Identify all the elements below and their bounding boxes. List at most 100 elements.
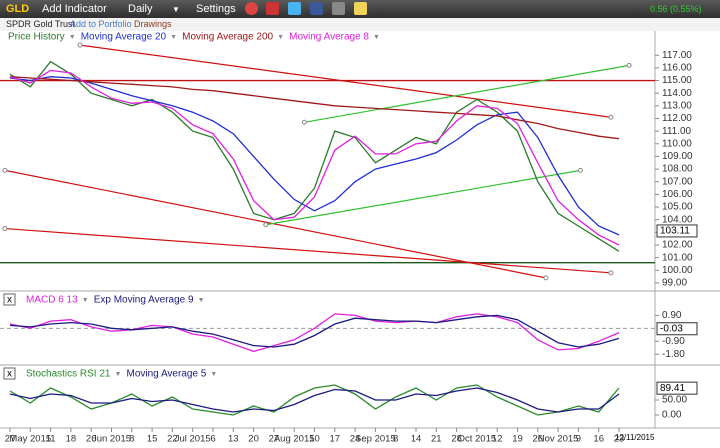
- trendline-handle: [577, 167, 583, 173]
- legend-dropdown: ▼: [210, 371, 217, 378]
- series-line: [9, 76, 620, 236]
- y-tick-label: 114.00: [662, 88, 692, 99]
- x-tick-label: 20: [248, 434, 259, 445]
- x-tick-label: 21: [431, 434, 442, 445]
- trendline: [79, 44, 611, 118]
- last-value: 103.11: [660, 226, 690, 237]
- x-tick-label: Aug 2015: [274, 434, 315, 445]
- trendline-handle: [626, 62, 632, 68]
- x-tick-label: 17: [330, 434, 341, 445]
- chart-bg: [0, 31, 720, 448]
- last-value-box: [656, 322, 698, 336]
- icon[interactable]: [332, 2, 345, 15]
- y-tick-label: 113.00: [662, 100, 692, 111]
- x-tick-label: 10: [309, 434, 320, 445]
- x-tick-label: 9: [576, 434, 581, 445]
- x-tick-label: Jul 2015: [175, 434, 211, 445]
- subbar: SPDR Gold Trust Add to Portfolio Drawing…: [0, 18, 720, 31]
- legend-dropdown: ▼: [277, 34, 284, 41]
- y-tick-label: 116.00: [662, 63, 692, 74]
- y-tick-label: 109.00: [662, 151, 693, 162]
- y-tick-label: 104.00: [662, 214, 693, 225]
- trendline-handle: [608, 114, 614, 120]
- x-tick-label: 27: [5, 434, 16, 445]
- add-indicator[interactable]: Add Indicator: [42, 3, 107, 15]
- series-line: [9, 314, 620, 348]
- close-button[interactable]: [3, 367, 16, 380]
- y-tick-label: 108.00: [662, 164, 693, 175]
- y-tick-label: 117.00: [662, 50, 692, 61]
- icon[interactable]: [266, 2, 279, 15]
- trendline: [4, 169, 547, 279]
- trendline-handle: [301, 119, 307, 125]
- icon[interactable]: [354, 2, 367, 15]
- x-tick-label: 22: [167, 434, 178, 445]
- x-tick-label: 13: [228, 434, 239, 445]
- x-tick-label: 28: [451, 434, 462, 445]
- trendline: [304, 64, 630, 123]
- y-tick-label: 100.00: [662, 265, 693, 276]
- legend-dropdown: ▼: [82, 297, 89, 304]
- add-portfolio[interactable]: Add to Portfolio: [70, 19, 132, 29]
- legend-dropdown: ▼: [170, 34, 177, 41]
- x-tick-label: 8: [393, 434, 398, 445]
- last-value-box: [656, 381, 698, 395]
- y-tick-label: 110.00: [662, 138, 692, 149]
- change: 0.56 (0.55%): [650, 4, 702, 14]
- y-tick-label: 106.00: [662, 189, 693, 200]
- x-tick-label: Nov 2015: [538, 434, 579, 445]
- series-line: [9, 60, 620, 252]
- trendline-handle: [2, 167, 8, 173]
- trendline-handle: [77, 42, 83, 48]
- name: SPDR Gold Trust: [6, 19, 76, 29]
- last-value: 89.41: [660, 383, 685, 394]
- x-tick-label: 12: [492, 434, 503, 445]
- x-tick-label: Sep 2015: [355, 434, 396, 445]
- icon[interactable]: [288, 2, 301, 15]
- close-button[interactable]: [3, 293, 16, 306]
- drawings[interactable]: Drawings: [134, 19, 172, 29]
- legend-entry: Moving Average 200: [182, 32, 273, 43]
- y-tick-label: 0.00: [662, 410, 682, 421]
- y-tick-label: -1.80: [662, 349, 685, 360]
- x-tick-label: 16: [593, 434, 604, 445]
- x-tick-label: 26: [533, 434, 544, 445]
- y-tick-label: 50.00: [662, 395, 687, 406]
- close-icon[interactable]: x: [7, 295, 12, 306]
- x-tick-label: Jun 2015: [92, 434, 131, 445]
- icon[interactable]: [245, 2, 258, 15]
- legend-entry: Moving Average 20: [81, 32, 167, 43]
- icon[interactable]: [310, 2, 323, 15]
- x-tick-label: 19: [512, 434, 523, 445]
- close-icon[interactable]: x: [7, 369, 12, 380]
- trendline-handle: [543, 275, 549, 281]
- x-tick-label: 6: [210, 434, 215, 445]
- legend-dropdown: ▼: [373, 34, 380, 41]
- y-tick-label: 101.00: [662, 252, 693, 263]
- last-value-box: [656, 224, 698, 238]
- trendline: [265, 169, 581, 226]
- y-tick-label: 111.00: [662, 126, 692, 137]
- x-tick-label: 18: [66, 434, 77, 445]
- legend-entry: Moving Average 8: [289, 32, 369, 43]
- series-line: [9, 69, 620, 246]
- settings[interactable]: Settings: [196, 3, 236, 15]
- y-tick-label: 112.00: [662, 113, 692, 124]
- trendline-handle: [608, 270, 614, 276]
- x-tick-label: 11: [46, 434, 56, 445]
- interval[interactable]: Daily: [128, 3, 153, 15]
- trendline-handle: [2, 226, 8, 232]
- x-tick-label: 8: [129, 434, 134, 445]
- x-tick-label: 23: [614, 434, 625, 445]
- x-tick-label: May 2015: [9, 434, 51, 445]
- dropdown-icon[interactable]: ▼: [172, 5, 180, 14]
- y-tick-label: 115.00: [662, 75, 692, 86]
- trendline-handle: [263, 222, 269, 228]
- legend-entry: MACD 6 13: [26, 295, 78, 306]
- y-tick-label: 102.00: [662, 240, 693, 251]
- symbol[interactable]: GLD: [6, 3, 30, 15]
- legend-dropdown: ▼: [69, 34, 76, 41]
- x-tick-label: 26: [86, 434, 97, 445]
- y-tick-label: 107.00: [662, 176, 693, 187]
